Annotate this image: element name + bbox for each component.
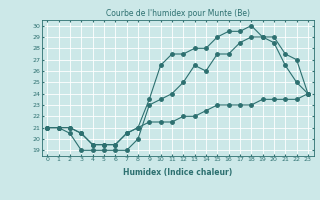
Title: Courbe de l'humidex pour Munte (Be): Courbe de l'humidex pour Munte (Be) xyxy=(106,9,250,18)
X-axis label: Humidex (Indice chaleur): Humidex (Indice chaleur) xyxy=(123,168,232,177)
